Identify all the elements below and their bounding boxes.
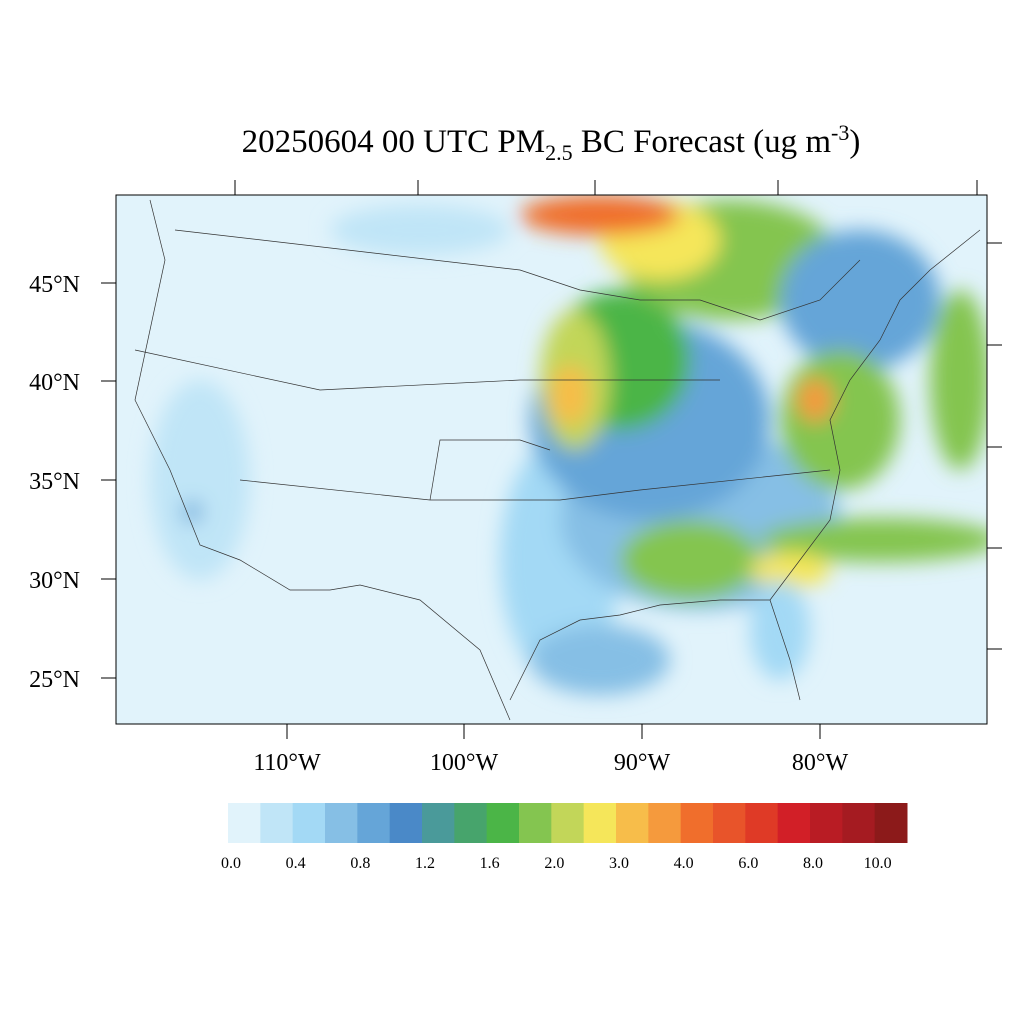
colorbar-box bbox=[745, 803, 779, 843]
lon-label: 90°W bbox=[614, 750, 671, 776]
title-part: BC Forecast (ug m bbox=[573, 124, 832, 160]
colorbar-box bbox=[680, 803, 714, 843]
lat-label: 30°N bbox=[29, 568, 80, 594]
colorbar-label: 3.0 bbox=[609, 855, 629, 872]
colorbar-label: 1.6 bbox=[480, 855, 500, 872]
colorbar-box bbox=[389, 803, 423, 843]
map-field bbox=[116, 195, 987, 724]
title-part: -3 bbox=[831, 120, 849, 145]
colorbar-label: 0.4 bbox=[286, 855, 306, 872]
colorbar-box bbox=[292, 803, 326, 843]
lat-label: 35°N bbox=[29, 469, 80, 495]
colorbar-box bbox=[713, 803, 746, 843]
title-part: 2.5 bbox=[545, 140, 573, 165]
colorbar-box bbox=[486, 803, 520, 843]
colorbar-label: 1.2 bbox=[415, 855, 435, 872]
colorbar-label: 8.0 bbox=[803, 855, 823, 872]
lat-label: 40°N bbox=[29, 370, 80, 396]
title-part: 20250604 00 UTC PM bbox=[242, 124, 545, 160]
colorbar-box bbox=[454, 803, 488, 843]
colorbar: 0.0 0.4 0.8 1.2 1.6 2.0 3.0 4.0 6.0 8.0 10.0 bbox=[221, 803, 908, 872]
colorbar-box bbox=[842, 803, 876, 843]
map-frame bbox=[115, 194, 988, 725]
colorbar-label: 4.0 bbox=[674, 855, 694, 872]
lon-label: 110°W bbox=[253, 750, 321, 776]
colorbar-box bbox=[777, 803, 811, 843]
colorbar-box bbox=[648, 803, 682, 843]
colorbar-box bbox=[551, 803, 585, 843]
lat-label: 45°N bbox=[29, 272, 80, 298]
colorbar-box bbox=[228, 803, 261, 843]
title-part: ) bbox=[849, 124, 860, 160]
title: 20250604 00 UTC PM2.5 BC Forecast (ug m-… bbox=[242, 120, 861, 165]
colorbar-label: 0.0 bbox=[221, 855, 241, 872]
colorbar-box bbox=[260, 803, 294, 843]
colorbar-label: 0.8 bbox=[350, 855, 370, 872]
lon-label: 100°W bbox=[430, 750, 499, 776]
lat-label: 25°N bbox=[29, 667, 80, 693]
colorbar-box bbox=[519, 803, 552, 843]
colorbar-box bbox=[325, 803, 358, 843]
colorbar-box bbox=[357, 803, 391, 843]
colorbar-label: 6.0 bbox=[738, 855, 758, 872]
colorbar-box bbox=[810, 803, 843, 843]
lon-label: 80°W bbox=[792, 750, 849, 776]
map-ticks bbox=[101, 180, 1002, 739]
colorbar-box bbox=[874, 803, 908, 843]
colorbar-box bbox=[616, 803, 649, 843]
colorbar-label: 2.0 bbox=[544, 855, 564, 872]
colorbar-box bbox=[583, 803, 617, 843]
colorbar-box bbox=[422, 803, 455, 843]
colorbar-label: 10.0 bbox=[864, 855, 892, 872]
